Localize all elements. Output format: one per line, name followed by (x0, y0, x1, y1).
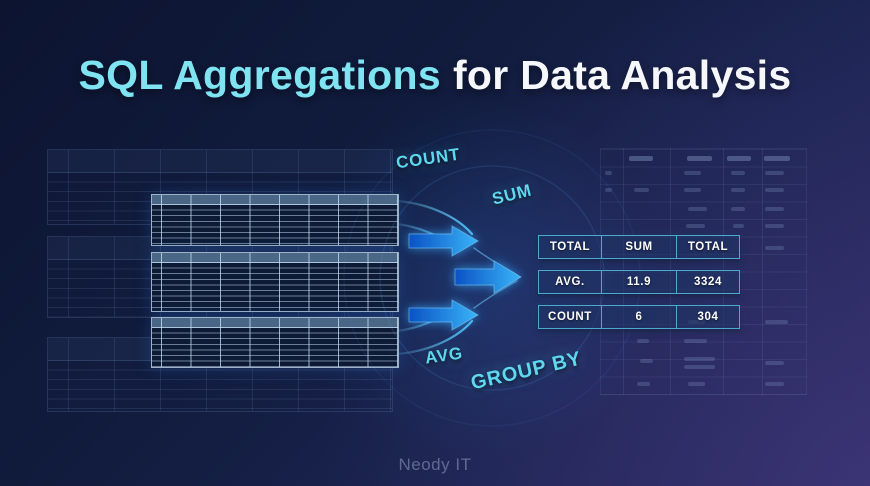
swoosh-curves (395, 199, 474, 356)
arrow-bottom (408, 299, 480, 331)
source-table-3 (151, 317, 399, 368)
label-avg: AVG (423, 343, 465, 368)
background-table-header (48, 150, 392, 173)
result-cell: 3324 (676, 271, 739, 293)
title-highlight: SQL Aggregations (78, 52, 441, 98)
converging-lines (473, 247, 518, 309)
source-table-2 (151, 252, 399, 312)
arrow-middle (454, 260, 522, 294)
watermark: Neody IT (398, 455, 472, 474)
result-row-avg: AVG. 11.9 3324 (538, 270, 740, 294)
result-cell: 6 (601, 306, 676, 328)
result-cell: 304 (676, 306, 739, 328)
result-cell: AVG. (555, 276, 585, 288)
result-row-header: TOTAL SUM TOTAL (538, 235, 740, 259)
result-cell: 11.9 (601, 271, 676, 293)
result-cell: TOTAL (549, 241, 591, 253)
result-cell: TOTAL (676, 236, 739, 258)
result-cell: COUNT (548, 311, 592, 323)
source-table-1 (151, 194, 399, 246)
page-title: SQL Aggregations for Data Analysis (0, 52, 870, 99)
result-row-count: COUNT 6 304 (538, 305, 740, 329)
label-sum: SUM (490, 180, 534, 209)
arrow-top (408, 225, 480, 257)
title-rest: for Data Analysis (452, 52, 792, 98)
result-cell: SUM (601, 236, 676, 258)
label-group-by: GROUP BY (468, 347, 584, 395)
label-count: COUNT (394, 144, 462, 173)
